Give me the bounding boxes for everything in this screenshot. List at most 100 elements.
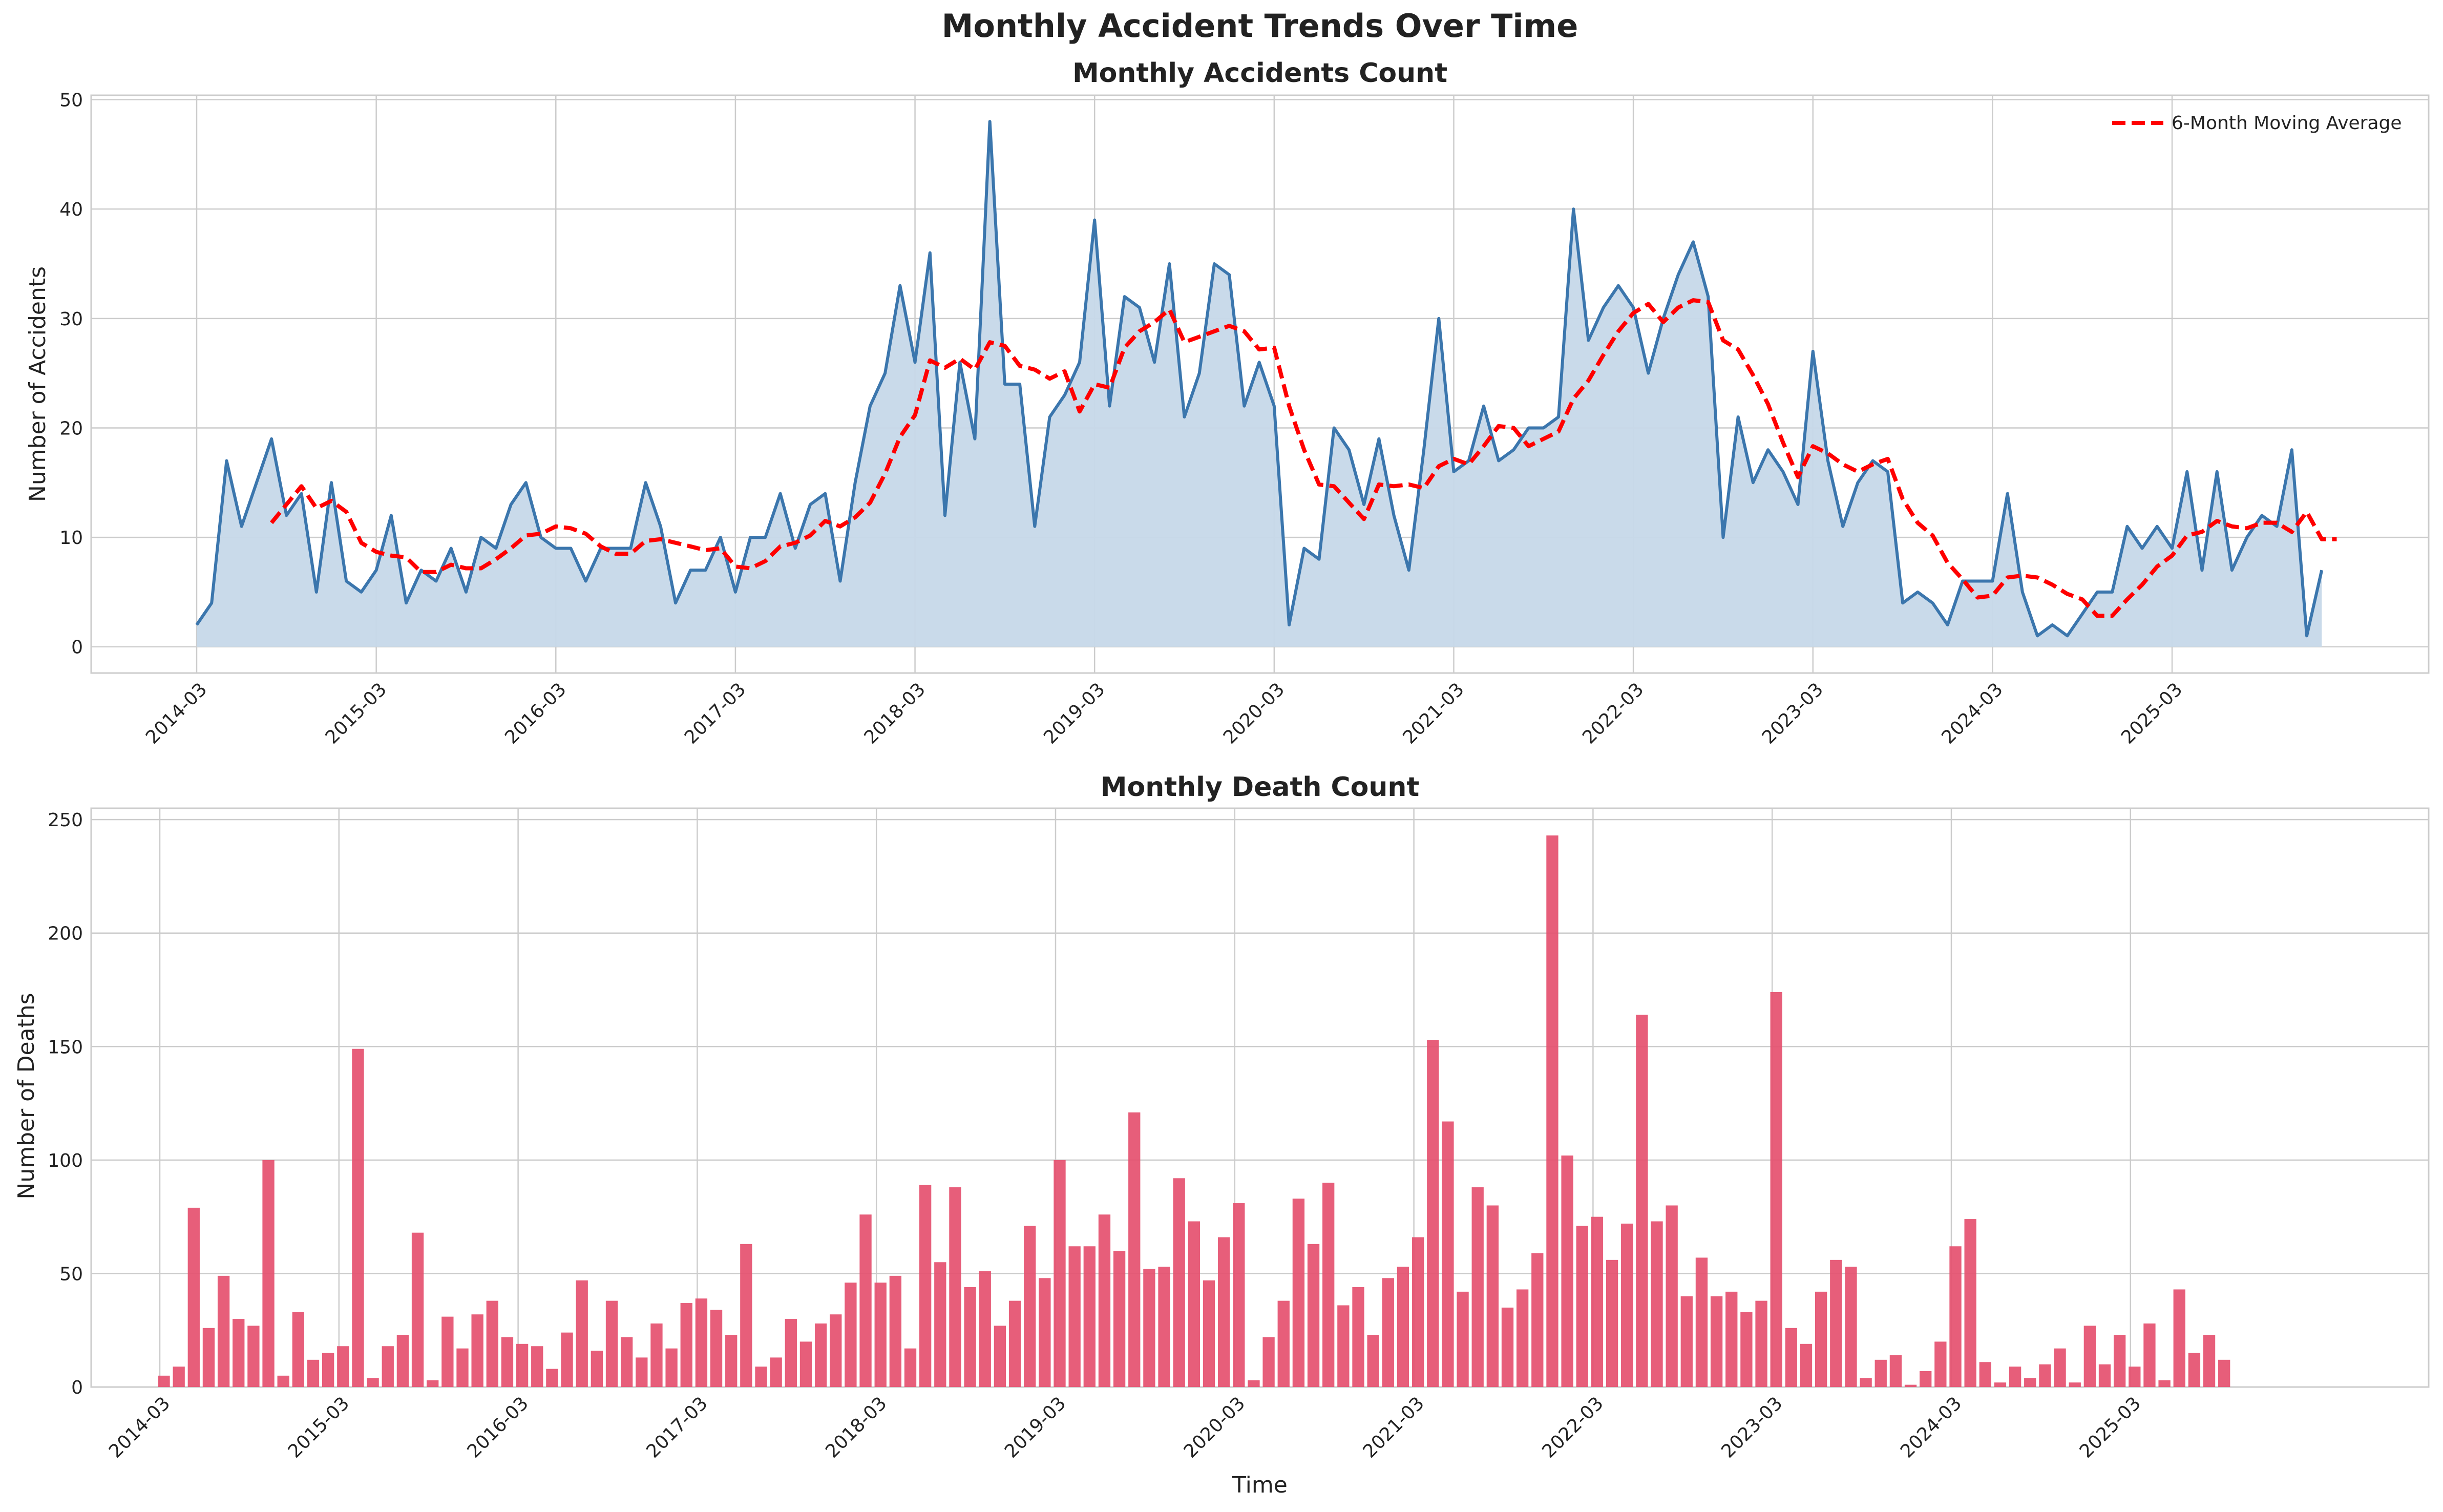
- death-bar-37: [710, 1310, 723, 1387]
- death-bar-48: [874, 1283, 887, 1387]
- death-bar-26: [546, 1369, 558, 1387]
- death-bar-30: [605, 1300, 618, 1387]
- accidents-line: [195, 120, 2324, 638]
- death-bar-122: [1979, 1362, 1991, 1387]
- death-bar-126: [2039, 1364, 2051, 1387]
- death-bar-10: [307, 1359, 320, 1387]
- death-bar-44: [814, 1323, 827, 1387]
- death-bar-34: [665, 1348, 678, 1387]
- death-bar-119: [1934, 1341, 1947, 1387]
- death-bar-29: [591, 1351, 603, 1387]
- death-bar-12: [337, 1346, 349, 1387]
- death-bar-59: [1039, 1278, 1051, 1387]
- death-bar-91: [1516, 1289, 1529, 1387]
- death-bar-11: [322, 1353, 334, 1387]
- death-bar-63: [1098, 1214, 1111, 1387]
- death-bar-19: [441, 1316, 454, 1387]
- figure-suptitle: Monthly Accident Trends Over Time: [942, 7, 1578, 45]
- accidents-ytick-label-0: 0: [71, 637, 83, 658]
- death-bar-35: [680, 1303, 692, 1387]
- death-bar-1: [173, 1367, 185, 1387]
- accidents-series: [195, 120, 2337, 647]
- death-bar-64: [1113, 1251, 1126, 1387]
- death-bar-20: [456, 1348, 469, 1387]
- death-bar-75: [1277, 1300, 1290, 1387]
- deaths-series: [158, 835, 2230, 1387]
- death-bar-132: [2129, 1367, 2141, 1387]
- death-bar-67: [1158, 1267, 1170, 1387]
- death-bar-131: [2113, 1335, 2126, 1387]
- death-bar-117: [1904, 1384, 1917, 1387]
- death-bar-2: [187, 1207, 200, 1387]
- death-bar-50: [904, 1348, 917, 1387]
- deaths-ytick-label-150: 150: [48, 1037, 83, 1058]
- deaths-title: Monthly Death Count: [1101, 772, 1419, 803]
- death-bar-56: [994, 1326, 1006, 1387]
- death-bar-130: [2098, 1364, 2111, 1387]
- death-bar-0: [158, 1375, 170, 1387]
- death-bar-66: [1143, 1269, 1155, 1387]
- death-bar-95: [1576, 1226, 1588, 1387]
- death-bar-85: [1427, 1040, 1439, 1387]
- death-bar-109: [1785, 1328, 1798, 1387]
- death-bar-115: [1875, 1359, 1887, 1387]
- death-bar-89: [1486, 1205, 1499, 1387]
- accidents-ytick-label-50: 50: [59, 90, 83, 111]
- death-bar-93: [1546, 835, 1559, 1387]
- death-bar-28: [576, 1280, 588, 1387]
- deaths-ytick-label-250: 250: [48, 810, 83, 831]
- death-bar-108: [1770, 992, 1782, 1387]
- death-bar-21: [471, 1314, 483, 1387]
- deaths-plot-area: [90, 807, 2430, 1388]
- death-bar-107: [1755, 1300, 1767, 1387]
- death-bar-87: [1457, 1291, 1469, 1387]
- death-bar-97: [1606, 1259, 1618, 1387]
- death-bar-81: [1367, 1335, 1379, 1387]
- death-bar-114: [1860, 1378, 1872, 1387]
- deaths-ytick-label-0: 0: [71, 1377, 83, 1398]
- moving-average-line: [270, 298, 2337, 618]
- death-bar-27: [561, 1332, 573, 1387]
- death-bar-112: [1830, 1259, 1842, 1387]
- death-bar-118: [1920, 1371, 1932, 1387]
- death-bar-105: [1725, 1291, 1738, 1387]
- death-bar-84: [1412, 1237, 1424, 1387]
- death-bar-40: [755, 1367, 767, 1387]
- death-bar-77: [1307, 1244, 1320, 1387]
- death-bar-104: [1710, 1296, 1723, 1387]
- death-bar-83: [1397, 1267, 1409, 1387]
- death-bar-18: [427, 1380, 439, 1387]
- deaths-ylabel: Number of Deaths: [13, 993, 39, 1199]
- death-bar-9: [292, 1312, 305, 1387]
- death-bar-65: [1128, 1112, 1141, 1387]
- death-bar-127: [2054, 1348, 2066, 1387]
- death-bar-55: [979, 1271, 991, 1387]
- death-bar-113: [1845, 1267, 1857, 1387]
- death-bar-58: [1024, 1226, 1036, 1387]
- death-bar-60: [1054, 1160, 1066, 1387]
- death-bar-102: [1680, 1296, 1693, 1387]
- death-bar-129: [2083, 1326, 2096, 1387]
- death-bar-111: [1815, 1291, 1827, 1387]
- death-bar-32: [636, 1357, 648, 1387]
- accidents-legend: 6-Month Moving Average: [2112, 113, 2402, 134]
- death-bar-101: [1666, 1205, 1678, 1387]
- death-bar-36: [695, 1298, 708, 1387]
- death-bar-106: [1740, 1312, 1753, 1387]
- death-bar-100: [1651, 1221, 1663, 1387]
- death-bar-46: [845, 1283, 857, 1387]
- death-bar-69: [1188, 1221, 1201, 1387]
- death-bar-116: [1889, 1355, 1902, 1387]
- deaths-ytick-label-50: 50: [59, 1264, 83, 1285]
- death-bar-53: [949, 1187, 961, 1387]
- death-bar-125: [2024, 1378, 2036, 1387]
- death-bar-16: [396, 1335, 409, 1387]
- death-bar-123: [1994, 1382, 2007, 1387]
- death-bar-76: [1292, 1199, 1305, 1387]
- death-bar-49: [889, 1275, 902, 1387]
- death-bar-8: [277, 1375, 289, 1387]
- death-bar-128: [2069, 1382, 2081, 1387]
